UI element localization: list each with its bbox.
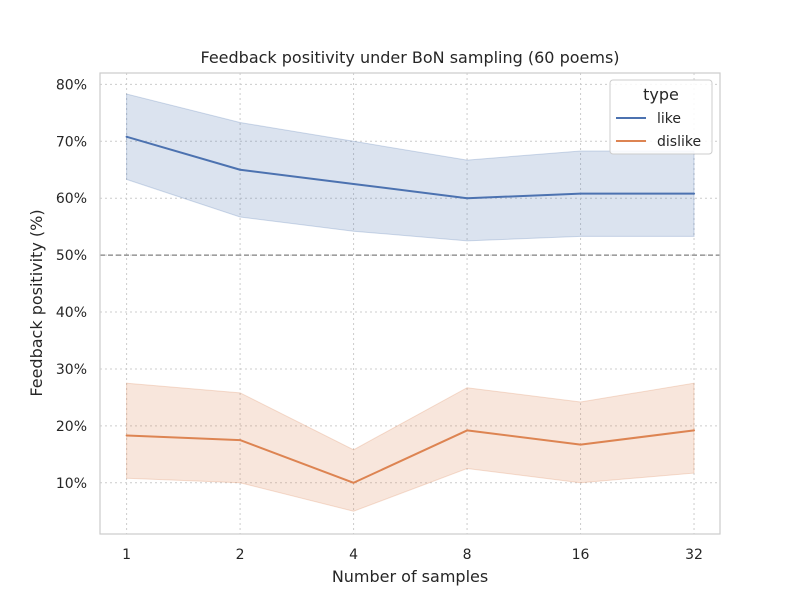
y-axis-label: Feedback positivity (%) (27, 209, 46, 396)
legend-label-dislike: dislike (657, 134, 701, 150)
y-tick-label: 10% (56, 476, 87, 492)
confidence-band-dislike (126, 382, 695, 512)
x-tick-label: 1 (122, 547, 131, 563)
legend-label-like: like (657, 111, 681, 127)
data-point-dislike (466, 429, 469, 432)
y-tick-label: 60% (56, 191, 87, 207)
data-point-dislike (579, 443, 582, 446)
y-tick-label: 50% (56, 248, 87, 264)
legend-box (609, 79, 713, 155)
x-axis-label: Number of samples (332, 567, 488, 586)
data-point-dislike (693, 429, 696, 432)
data-point-dislike (239, 439, 242, 442)
legend-title: type (643, 85, 679, 104)
data-point-dislike (125, 434, 128, 437)
x-tick-label: 16 (572, 547, 590, 563)
chart-title: Feedback positivity under BoN sampling (… (200, 48, 619, 67)
y-tick-label: 30% (56, 362, 87, 378)
y-tick-label: 80% (56, 77, 87, 93)
data-point-like (693, 192, 696, 195)
data-point-dislike (352, 481, 355, 484)
plot-area: 1 2 4 8 16 32 10% 20% 30% 40% 50% 60% 70% 80% type like… (56, 72, 721, 563)
y-tick-label: 20% (56, 419, 87, 435)
data-point-like (352, 182, 355, 185)
plot-frame (99, 72, 721, 535)
series-line-dislike (126, 429, 695, 484)
x-tick-label: 8 (463, 547, 472, 563)
series-line-like (126, 135, 695, 200)
data-point-like (466, 197, 469, 200)
data-point-like (579, 192, 582, 195)
x-tick-label: 4 (349, 547, 358, 563)
data-point-like (125, 135, 128, 138)
legend: type like dislike (609, 79, 713, 155)
y-tick-label: 70% (56, 134, 87, 150)
data-point-like (239, 168, 242, 171)
x-tick-label: 32 (685, 547, 703, 563)
x-tick-label: 2 (236, 547, 245, 563)
confidence-band-like (126, 93, 695, 242)
y-tick-label: 40% (56, 305, 87, 321)
